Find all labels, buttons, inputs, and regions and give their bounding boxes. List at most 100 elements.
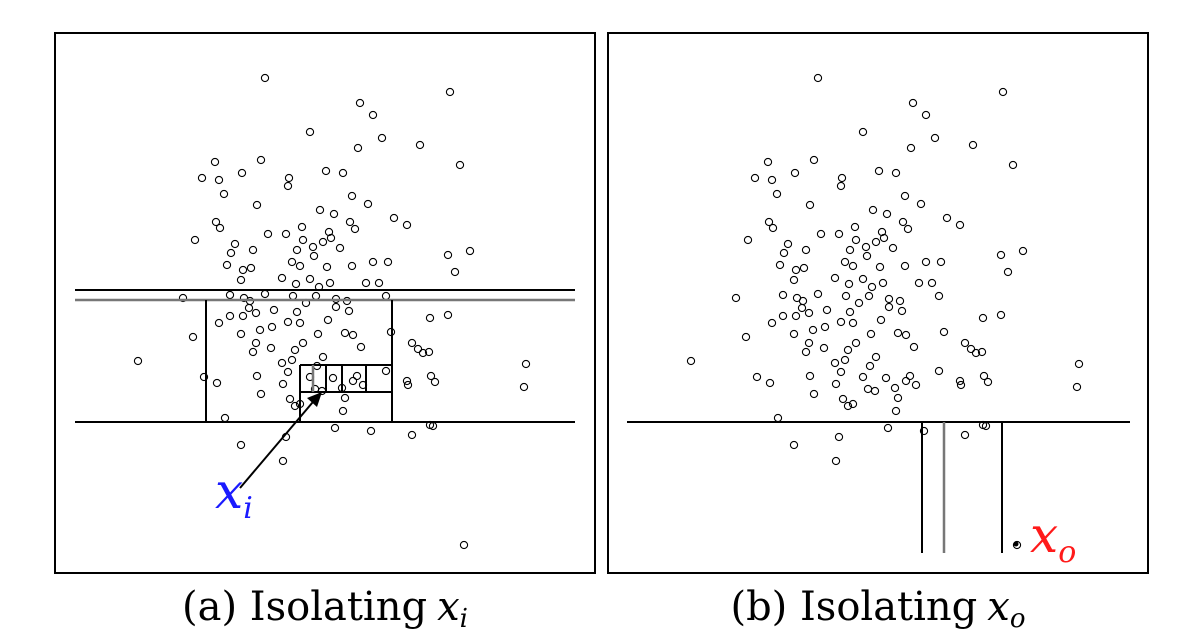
data-point: [366, 426, 376, 436]
data-point: [834, 432, 844, 442]
data-point: [934, 366, 944, 376]
data-point: [238, 311, 248, 321]
data-point: [831, 379, 841, 389]
data-point: [305, 127, 315, 137]
data-point: [939, 327, 949, 337]
data-point: [324, 227, 334, 237]
data-point: [277, 358, 287, 368]
data-point: [519, 382, 529, 392]
data-point: [866, 329, 876, 339]
data-point: [295, 261, 305, 271]
data-point: [879, 233, 889, 243]
data-point: [858, 127, 868, 137]
data-point: [381, 291, 391, 301]
data-point: [881, 373, 891, 383]
data-point: [445, 87, 455, 97]
data-point: [383, 257, 393, 267]
data-point: [830, 273, 840, 283]
data-point: [331, 302, 341, 312]
data-point: [311, 291, 321, 301]
data-point: [809, 155, 819, 165]
data-point: [848, 399, 858, 409]
data-point: [347, 191, 357, 201]
data-point: [822, 305, 832, 315]
data-point: [934, 291, 944, 301]
data-point: [328, 373, 338, 383]
data-point: [816, 229, 826, 239]
data-point: [942, 213, 952, 223]
data-point: [450, 267, 460, 277]
data-point: [443, 250, 453, 260]
data-point: [267, 322, 277, 332]
caption-sub: i: [460, 604, 468, 634]
data-point: [305, 274, 315, 284]
data-point: [897, 306, 907, 316]
data-point: [843, 345, 853, 355]
data-point: [900, 191, 910, 201]
data-point: [851, 338, 861, 348]
data-point: [290, 345, 300, 355]
data-point: [309, 251, 319, 261]
data-point: [798, 296, 808, 306]
data-point: [921, 257, 931, 267]
data-point: [805, 371, 815, 381]
data-point: [797, 303, 807, 313]
data-point: [284, 173, 294, 183]
data-point: [960, 338, 970, 348]
data-point: [1012, 540, 1022, 550]
data-point: [840, 355, 850, 365]
data-point: [864, 291, 874, 301]
data-point: [831, 456, 841, 466]
data-point: [236, 329, 246, 339]
data-point: [830, 358, 840, 368]
data-point: [971, 348, 981, 358]
data-point: [291, 279, 301, 289]
data-point: [353, 143, 363, 153]
data-point: [836, 367, 846, 377]
data-point: [322, 262, 332, 272]
data-point: [966, 344, 976, 354]
data-point: [318, 352, 328, 362]
data-point: [983, 377, 993, 387]
data-point: [763, 157, 773, 167]
data-point: [256, 389, 266, 399]
data-point: [413, 344, 423, 354]
data-point: [805, 200, 815, 210]
data-point: [844, 279, 854, 289]
data-point: [424, 347, 434, 357]
caption-prefix: (a) Isolating: [182, 584, 427, 630]
data-point: [731, 293, 741, 303]
data-point: [884, 294, 894, 304]
data-point: [767, 318, 777, 328]
data-point: [870, 386, 880, 396]
data-point: [791, 265, 801, 275]
data-point: [295, 318, 305, 328]
data-point: [443, 310, 453, 320]
data-point: [804, 338, 814, 348]
data-point: [211, 217, 221, 227]
data-point: [237, 168, 247, 178]
data-point: [338, 168, 348, 178]
data-point: [418, 348, 428, 358]
data-point: [290, 401, 300, 411]
data-point: [775, 260, 785, 270]
data-point: [845, 245, 855, 255]
data-point: [919, 426, 929, 436]
data-point: [893, 328, 903, 338]
data-point: [281, 229, 291, 239]
data-point: [263, 229, 273, 239]
data-point: [867, 282, 877, 292]
data-point: [368, 257, 378, 267]
caption-b: (b) Isolating xo: [730, 584, 1025, 634]
data-point: [911, 380, 921, 390]
data-point: [190, 235, 200, 245]
data-point: [845, 307, 855, 317]
data-point: [178, 293, 188, 303]
data-point: [882, 209, 892, 219]
data-point: [900, 261, 910, 271]
data-point: [315, 205, 325, 215]
data-point: [854, 298, 864, 308]
data-point: [858, 372, 868, 382]
panel-b-isolating-xo: xo: [607, 32, 1149, 574]
